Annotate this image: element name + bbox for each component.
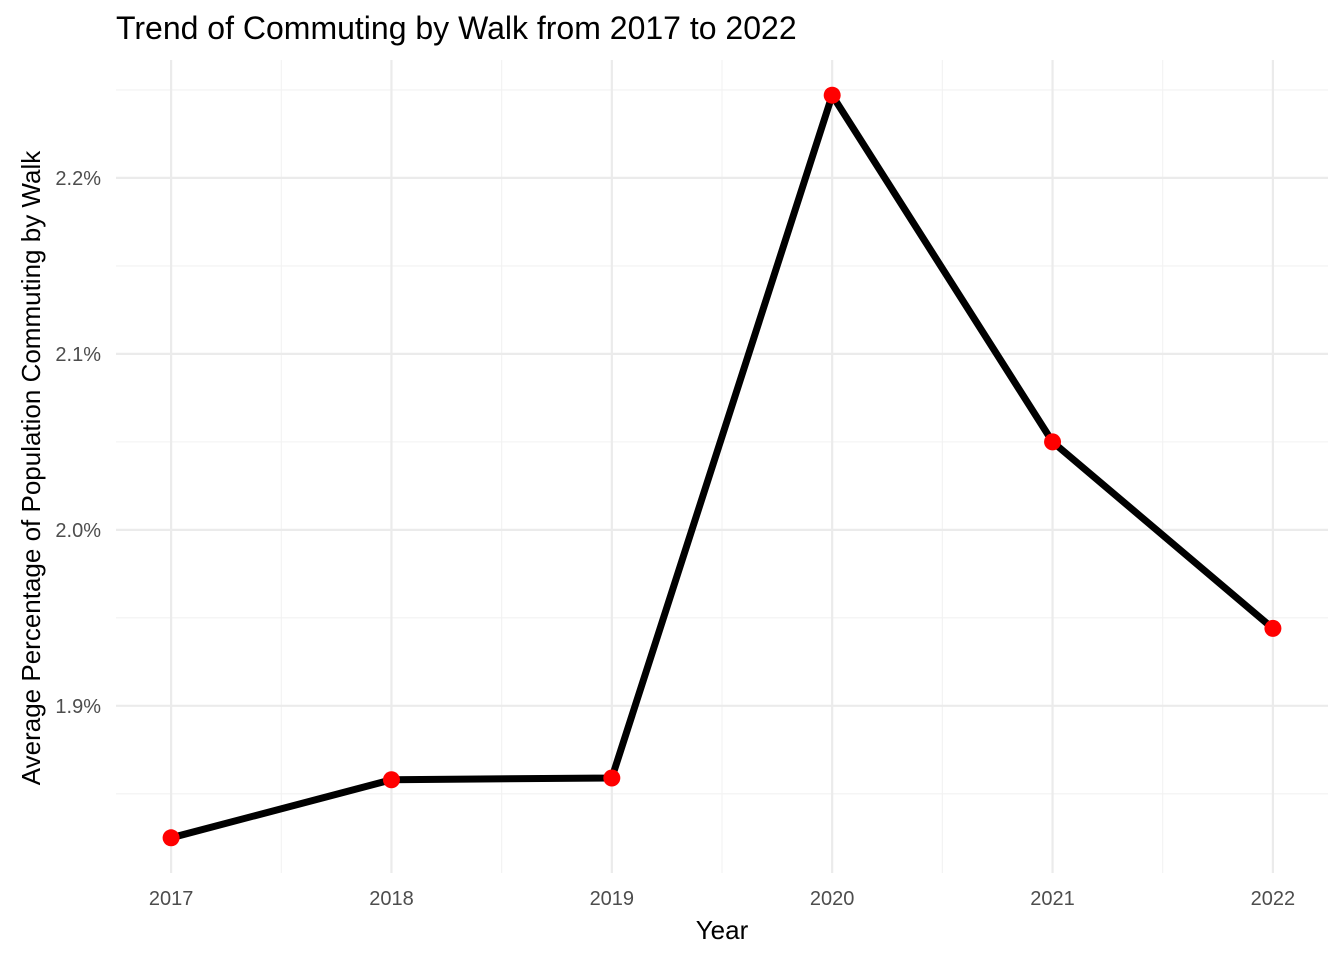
minor-gridlines [116,60,1328,873]
data-point-2022 [1264,619,1282,637]
data-point-2019 [603,769,621,787]
x-tick-label: 2020 [810,888,855,910]
x-tick-label: 2018 [369,888,414,910]
x-tick-label: 2021 [1030,888,1075,910]
chart-title: Trend of Commuting by Walk from 2017 to … [116,10,797,46]
series-line [170,91,1276,842]
data-point-2018 [382,771,400,789]
y-axis-title: Average Percentage of Population Commuti… [16,150,46,785]
x-axis-title: Year [696,915,749,945]
y-tick-label: 2.0% [55,520,101,542]
series-line-group [170,91,1276,842]
major-gridlines [116,60,1328,873]
y-tick-label: 2.2% [55,168,101,190]
y-tick-label: 1.9% [55,696,101,718]
x-axis-ticks: 2017 2018 2019 2020 2021 2022 [149,888,1295,910]
data-point-2017 [162,829,180,847]
x-tick-label: 2019 [590,888,635,910]
data-point-2020 [823,86,841,104]
y-axis-ticks: 1.9% 2.0% 2.1% 2.2% [55,168,101,718]
data-points [162,86,1282,847]
x-tick-label: 2022 [1251,888,1296,910]
x-tick-label: 2017 [149,888,194,910]
data-point-2021 [1044,433,1062,451]
y-tick-label: 2.1% [55,344,101,366]
